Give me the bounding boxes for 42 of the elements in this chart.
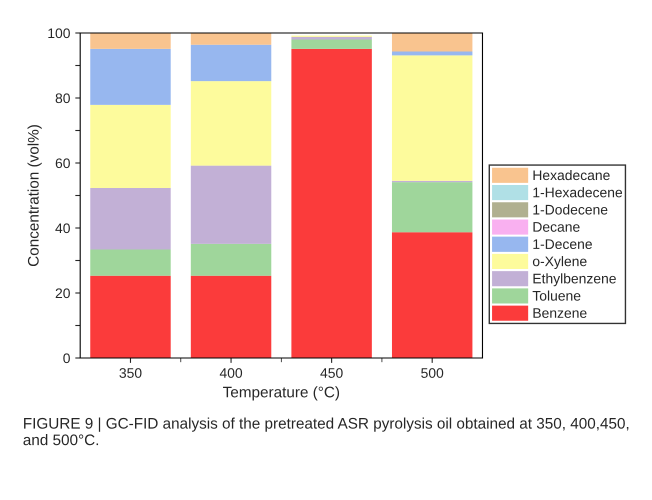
y-tick-label: 60 [56,158,70,168]
bar [190,166,272,244]
bar [392,232,472,358]
bar [291,48,372,358]
bar [291,36,372,40]
bar [190,276,272,358]
y-tick-label: 40 [55,223,70,234]
caption: FIGURE 9 | GC-FID analysis of the pretreated ASR pyrolysis oil obtained at 350, 400,450, and 500°C. [23,418,628,446]
bar [392,55,472,181]
y-tick-label: 100 [48,28,70,38]
bar [90,33,171,49]
bar [392,182,472,232]
bar [90,188,171,250]
bar [392,52,472,56]
legend-label: Benzene [533,308,587,318]
legend-label: Toluene [532,290,580,301]
y-tick-label: 20 [56,288,70,298]
x-tick-label: 450 [320,368,343,378]
bar [90,249,171,276]
bar [90,104,171,188]
bar [190,44,272,82]
bar [90,48,171,105]
bar [90,276,171,358]
y-tick-label: 80 [56,93,70,104]
x-tick-label: 350 [119,368,142,378]
legend-label: Hexadecane [533,170,610,180]
legend-label: Decane [533,222,580,232]
y-axis-title: Concentration (vol%) [28,125,42,266]
bar [190,33,272,45]
legend-label: 1-Hexadecene [533,187,622,198]
x-tick-label: 400 [220,368,242,378]
x-axis-title: Temperature (°C) [223,386,340,400]
legend-label: 1-Dodecene [533,204,608,215]
legend-label: Ethylbenzene [533,273,616,286]
bar [190,81,272,166]
legend-label: o-Xylene [532,256,587,270]
x-tick-label: 500 [421,368,444,378]
bar [190,244,272,276]
y-tick-label: 0 [63,353,70,364]
legend-label: 1-Decene [533,239,592,250]
bar [291,40,372,49]
bar [392,33,472,52]
